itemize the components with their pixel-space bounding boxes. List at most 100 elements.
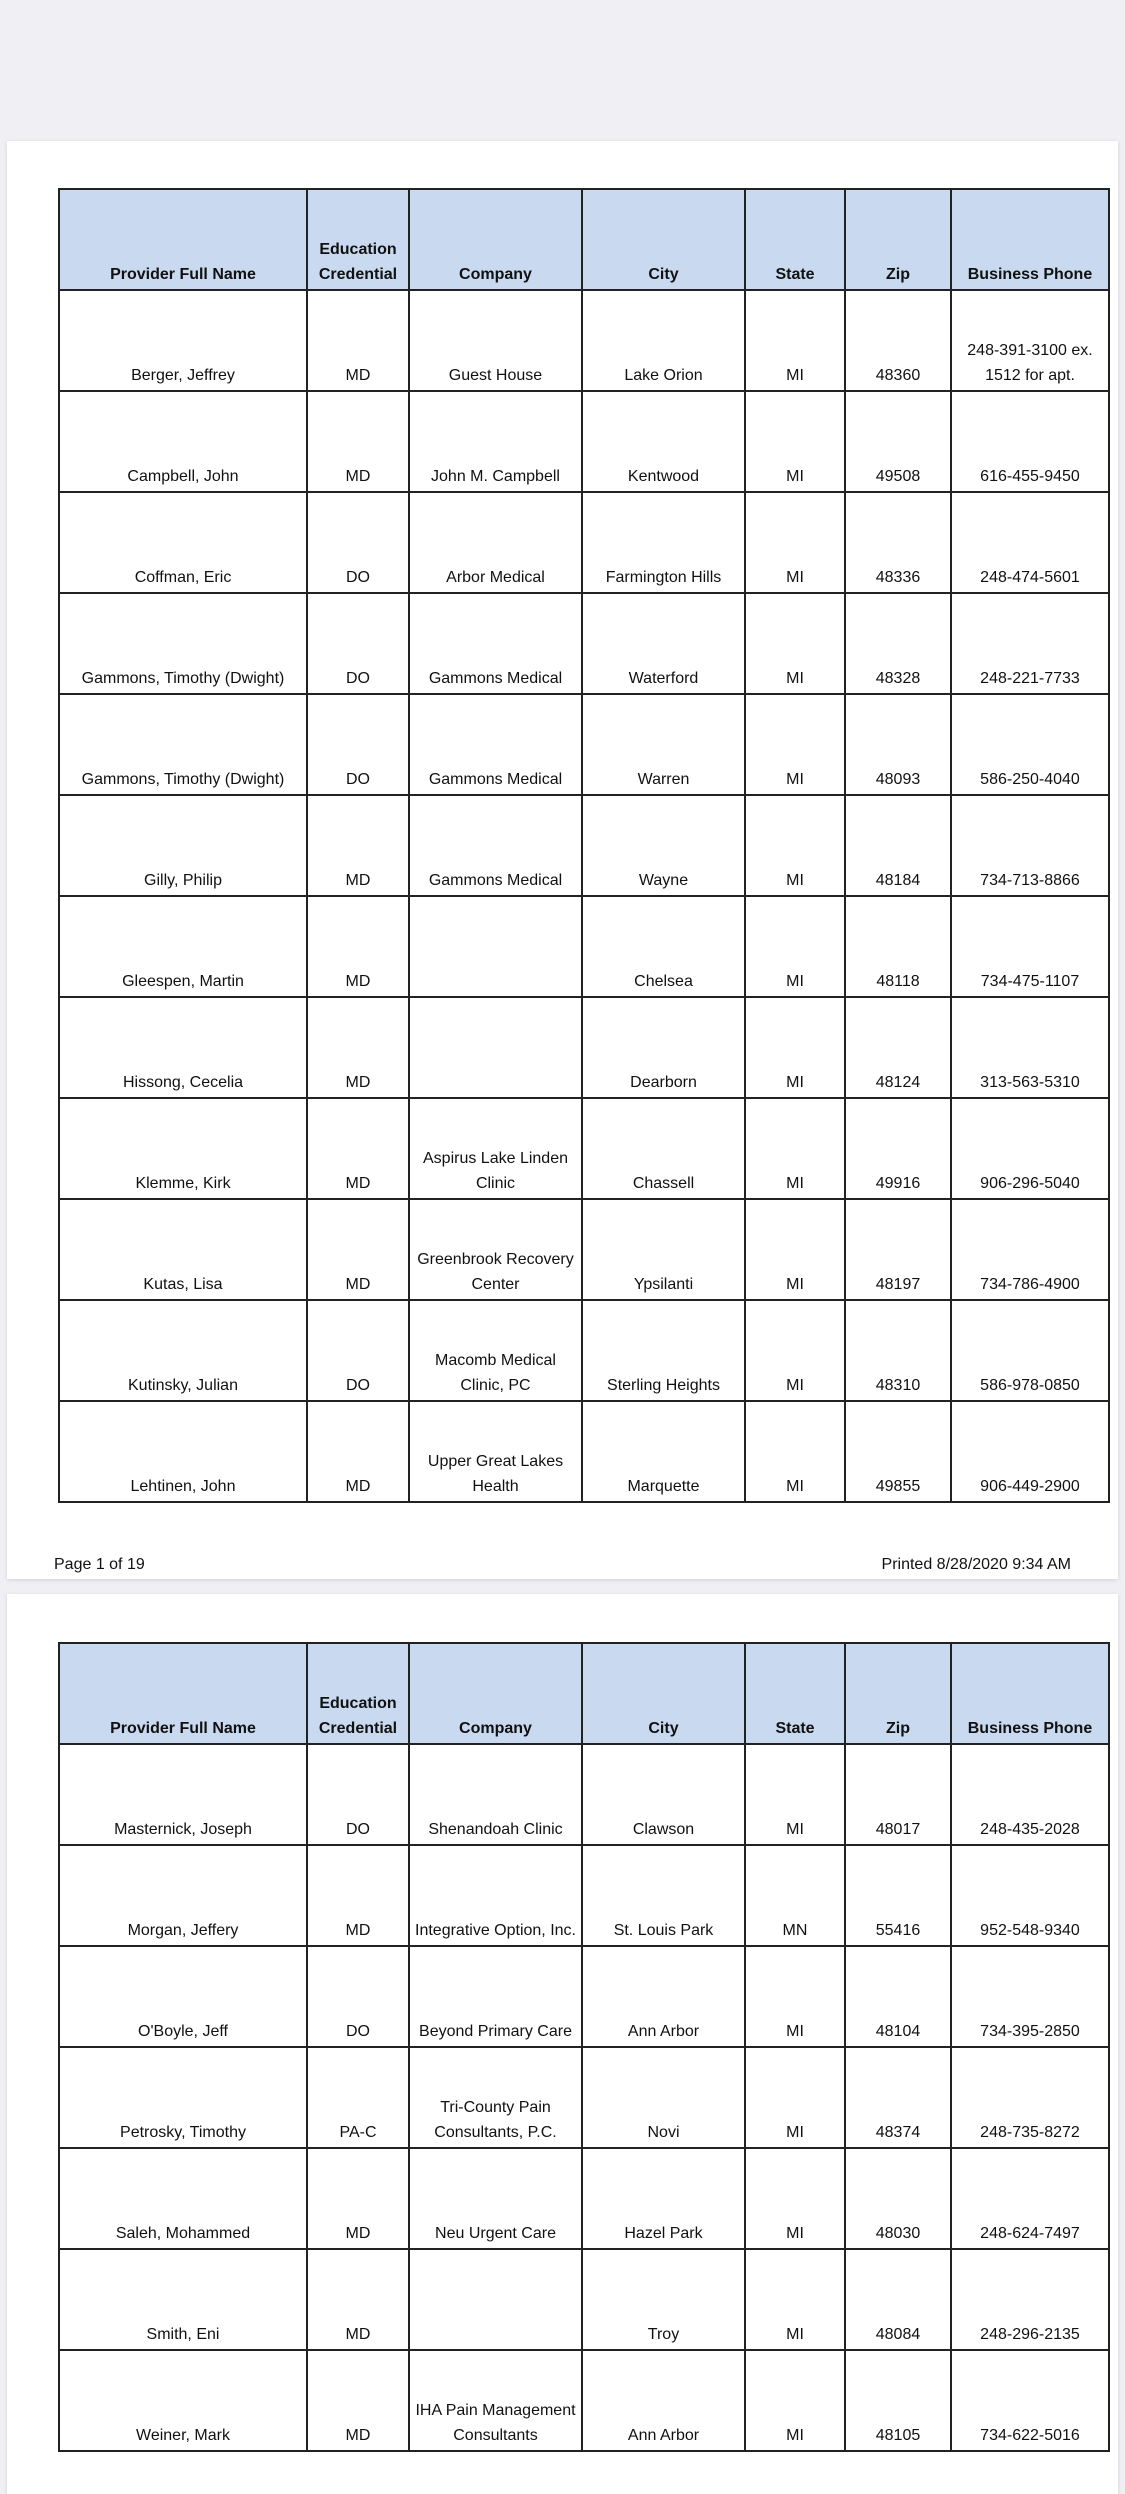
- cell-business-phone: 248-221-7733: [950, 592, 1110, 695]
- cell-city: Wayne: [581, 794, 746, 897]
- cell-provider-name: O'Boyle, Jeff: [58, 1945, 308, 2048]
- column-header-business-phone: Business Phone: [950, 1642, 1110, 1745]
- cell-business-phone: 906-449-2900: [950, 1400, 1110, 1503]
- cell-city: Marquette: [581, 1400, 746, 1503]
- cell-provider-name: Coffman, Eric: [58, 491, 308, 594]
- cell-state: MI: [744, 1299, 846, 1402]
- provider-table: Provider Full Name Education Credential Co…: [58, 188, 1110, 1503]
- column-header-zip: Zip: [844, 188, 952, 291]
- table-row: Petrosky, Timothy PA-C Tri-County Pain Con…: [58, 2046, 1110, 2149]
- table-row: Hissong, Cecelia MD Dearborn MI 48124 313-563…: [58, 996, 1110, 1099]
- cell-provider-name: Gilly, Philip: [58, 794, 308, 897]
- cell-city: Ann Arbor: [581, 1945, 746, 2048]
- cell-company: Neu Urgent Care: [408, 2147, 583, 2250]
- column-header-provider-name: Provider Full Name: [58, 1642, 308, 1745]
- cell-credential: DO: [306, 1945, 410, 2048]
- column-header-company: Company: [408, 188, 583, 291]
- cell-credential: MD: [306, 2248, 410, 2351]
- cell-business-phone: 734-475-1107: [950, 895, 1110, 998]
- cell-business-phone: 248-624-7497: [950, 2147, 1110, 2250]
- cell-provider-name: Masternick, Joseph: [58, 1743, 308, 1846]
- cell-credential: MD: [306, 1844, 410, 1947]
- cell-business-phone: 313-563-5310: [950, 996, 1110, 1099]
- cell-credential: PA-C: [306, 2046, 410, 2149]
- cell-provider-name: Gleespen, Martin: [58, 895, 308, 998]
- cell-credential: MD: [306, 289, 410, 392]
- column-header-state: State: [744, 1642, 846, 1745]
- table-row: Kutas, Lisa MD Greenbrook Recovery Center Y…: [58, 1198, 1110, 1301]
- cell-credential: MD: [306, 390, 410, 493]
- cell-credential: DO: [306, 491, 410, 594]
- table-row: Gammons, Timothy (Dwight) DO Gammons Medic…: [58, 693, 1110, 796]
- cell-state: MI: [744, 996, 846, 1099]
- cell-business-phone: 586-250-4040: [950, 693, 1110, 796]
- cell-company: Aspirus Lake Linden Clinic: [408, 1097, 583, 1200]
- cell-company: Gammons Medical: [408, 794, 583, 897]
- cell-provider-name: Petrosky, Timothy: [58, 2046, 308, 2149]
- cell-provider-name: Klemme, Kirk: [58, 1097, 308, 1200]
- cell-company: Guest House: [408, 289, 583, 392]
- cell-business-phone: 586-978-0850: [950, 1299, 1110, 1402]
- column-header-company: Company: [408, 1642, 583, 1745]
- cell-state: MI: [744, 390, 846, 493]
- cell-zip: 48017: [844, 1743, 952, 1846]
- column-header-provider-name: Provider Full Name: [58, 188, 308, 291]
- cell-city: Ann Arbor: [581, 2349, 746, 2452]
- cell-zip: 48310: [844, 1299, 952, 1402]
- cell-company: Gammons Medical: [408, 592, 583, 695]
- cell-state: MI: [744, 1400, 846, 1503]
- cell-credential: MD: [306, 1198, 410, 1301]
- cell-provider-name: Morgan, Jeffery: [58, 1844, 308, 1947]
- cell-company: Upper Great Lakes Health: [408, 1400, 583, 1503]
- cell-zip: 48030: [844, 2147, 952, 2250]
- cell-state: MI: [744, 1097, 846, 1200]
- column-header-zip: Zip: [844, 1642, 952, 1745]
- table-row: Coffman, Eric DO Arbor Medical Farmington H…: [58, 491, 1110, 594]
- cell-city: St. Louis Park: [581, 1844, 746, 1947]
- cell-company: Tri-County Pain Consultants, P.C.: [408, 2046, 583, 2149]
- table-row: Berger, Jeffrey MD Guest House Lake Orion MI…: [58, 289, 1110, 392]
- cell-zip: 49855: [844, 1400, 952, 1503]
- cell-provider-name: Kutinsky, Julian: [58, 1299, 308, 1402]
- cell-business-phone: 734-786-4900: [950, 1198, 1110, 1301]
- table-row: Smith, Eni MD Troy MI 48084 248-296-2135: [58, 2248, 1110, 2351]
- cell-business-phone: 734-395-2850: [950, 1945, 1110, 2048]
- cell-credential: DO: [306, 592, 410, 695]
- column-header-credential: Education Credential: [306, 1642, 410, 1745]
- table-row: Gilly, Philip MD Gammons Medical Wayne MI 481…: [58, 794, 1110, 897]
- cell-provider-name: Gammons, Timothy (Dwight): [58, 693, 308, 796]
- cell-city: Chassell: [581, 1097, 746, 1200]
- cell-city: Warren: [581, 693, 746, 796]
- column-header-city: City: [581, 1642, 746, 1745]
- cell-credential: MD: [306, 794, 410, 897]
- cell-state: MI: [744, 2349, 846, 2452]
- cell-credential: MD: [306, 2147, 410, 2250]
- cell-credential: DO: [306, 693, 410, 796]
- cell-company: Integrative Option, Inc.: [408, 1844, 583, 1947]
- cell-state: MN: [744, 1844, 846, 1947]
- cell-business-phone: 616-455-9450: [950, 390, 1110, 493]
- column-header-credential: Education Credential: [306, 188, 410, 291]
- cell-business-phone: 248-391-3100 ex. 1512 for apt.: [950, 289, 1110, 392]
- cell-state: MI: [744, 794, 846, 897]
- cell-credential: MD: [306, 2349, 410, 2452]
- cell-credential: MD: [306, 996, 410, 1099]
- cell-zip: 48360: [844, 289, 952, 392]
- cell-zip: 48184: [844, 794, 952, 897]
- cell-state: MI: [744, 1945, 846, 2048]
- table-row: Weiner, Mark MD IHA Pain Management Consul…: [58, 2349, 1110, 2452]
- cell-company: John M. Campbell: [408, 390, 583, 493]
- cell-state: MI: [744, 2147, 846, 2250]
- cell-zip: 48093: [844, 693, 952, 796]
- cell-zip: 48328: [844, 592, 952, 695]
- cell-zip: 55416: [844, 1844, 952, 1947]
- cell-zip: 48124: [844, 996, 952, 1099]
- table-row: Masternick, Joseph DO Shenandoah Clinic Cla…: [58, 1743, 1110, 1846]
- cell-city: Kentwood: [581, 390, 746, 493]
- cell-company: Greenbrook Recovery Center: [408, 1198, 583, 1301]
- cell-provider-name: Campbell, John: [58, 390, 308, 493]
- cell-business-phone: 906-296-5040: [950, 1097, 1110, 1200]
- cell-provider-name: Kutas, Lisa: [58, 1198, 308, 1301]
- table-row: Gleespen, Martin MD Chelsea MI 48118 734-475-…: [58, 895, 1110, 998]
- provider-table: Provider Full Name Education Credential Co…: [58, 1642, 1110, 2452]
